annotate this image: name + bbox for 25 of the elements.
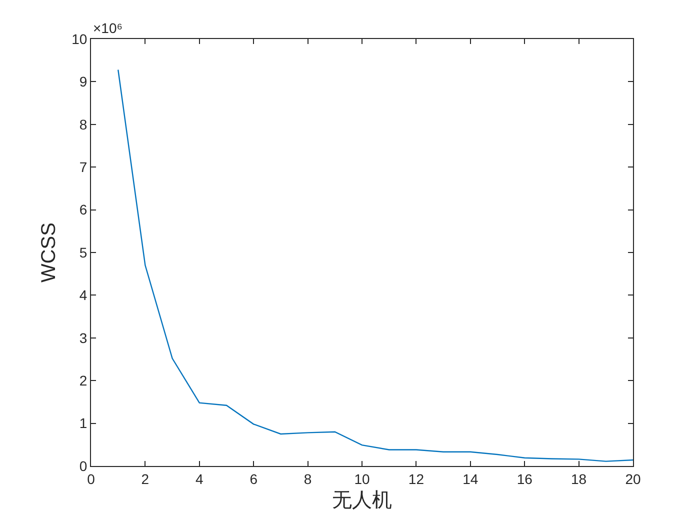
x-tick-label: 18 bbox=[571, 470, 587, 487]
y-tick-label: 0 bbox=[79, 458, 88, 474]
y-tick-label: 7 bbox=[79, 159, 88, 175]
x-tick-label: 2 bbox=[141, 470, 150, 487]
x-tick-label: 12 bbox=[408, 470, 424, 487]
x-tick-label: 14 bbox=[462, 470, 478, 487]
x-tick-label: 16 bbox=[516, 470, 533, 487]
y-tick-label: 3 bbox=[79, 330, 88, 346]
y-tick-label: 6 bbox=[79, 202, 88, 218]
x-tick-label: 6 bbox=[250, 470, 258, 487]
y-tick-label: 10 bbox=[72, 30, 88, 47]
y-axis-title: WCSS bbox=[38, 222, 60, 282]
x-tick-label: 8 bbox=[304, 470, 312, 487]
text: ×10⁶ bbox=[93, 20, 123, 36]
y-tick-label: 2 bbox=[79, 372, 88, 388]
y-tick-label: 5 bbox=[79, 244, 88, 260]
y-tick-label: 4 bbox=[79, 287, 88, 304]
line-series bbox=[118, 69, 633, 462]
x-axis-title: 无人机 bbox=[332, 489, 392, 512]
y-tick-label: 9 bbox=[79, 74, 88, 90]
y-tick-label: 8 bbox=[79, 116, 88, 132]
x-tick-label: 20 bbox=[625, 470, 641, 487]
y-tick-label: 1 bbox=[79, 415, 88, 432]
x-tick-label: 4 bbox=[196, 470, 204, 487]
x-tick-label: 10 bbox=[354, 470, 370, 487]
